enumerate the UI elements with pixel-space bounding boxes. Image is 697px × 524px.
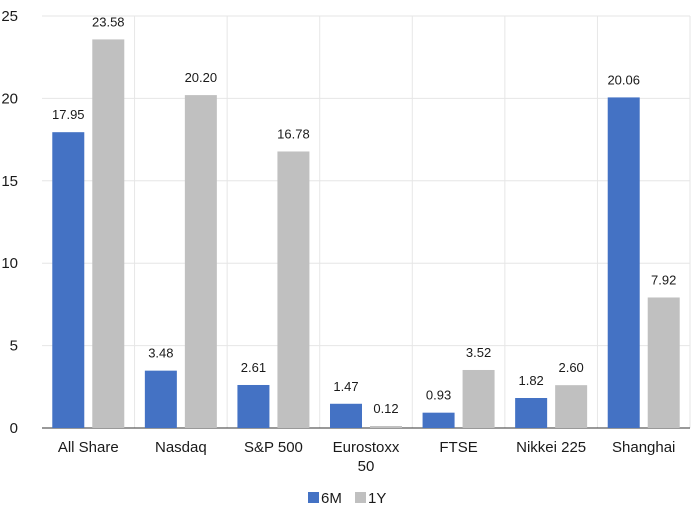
category-label: Nasdaq [155, 439, 207, 456]
bars [52, 39, 680, 429]
data-label: 3.52 [466, 345, 491, 360]
data-label: 23.58 [92, 14, 125, 29]
category-label: Nikkei 225 [516, 439, 586, 456]
data-label: 3.48 [148, 346, 173, 361]
bar-1y [555, 385, 588, 428]
bar-1y [92, 39, 125, 428]
bar-1y [462, 369, 495, 428]
y-tick-label: 20 [1, 90, 18, 107]
legend-swatch-1y [355, 492, 366, 503]
data-label: 7.92 [651, 272, 676, 287]
data-labels: 17.95 23.58 3.48 20.20 2.61 16.78 1.47 0.12 0.93… [52, 14, 676, 416]
category-label: Shanghai [612, 439, 675, 456]
category-label: FTSE [439, 439, 477, 456]
bar-1y [370, 426, 402, 428]
data-label: 1.47 [333, 379, 358, 394]
data-label: 2.61 [241, 360, 266, 375]
bar-1y [647, 297, 680, 428]
bar-6m [422, 412, 455, 428]
data-label: 1.82 [518, 373, 543, 388]
category-label: 50 [358, 458, 375, 475]
y-tick-label: 0 [10, 420, 18, 437]
legend-label-6m: 6M [321, 490, 342, 507]
category-label: S&P 500 [244, 439, 303, 456]
bar-6m [144, 370, 177, 428]
data-label: 2.60 [558, 360, 583, 375]
category-label: Eurostoxx [333, 439, 400, 456]
bar-6m [330, 403, 362, 428]
gridlines [42, 15, 691, 428]
data-label: 20.06 [607, 72, 640, 87]
bar-1y [277, 151, 310, 428]
legend: 6M 1Y [308, 490, 386, 507]
bar-6m [52, 132, 85, 428]
legend-swatch-6m [308, 492, 319, 503]
bar-1y [184, 95, 217, 428]
y-tick-label: 10 [1, 255, 18, 272]
data-label: 17.95 [52, 107, 85, 122]
y-tick-label: 15 [1, 173, 18, 190]
data-label: 0.12 [373, 401, 398, 416]
x-axis: All Share Nasdaq S&P 500 Eurostoxx 50 FTSE Nik… [58, 439, 676, 475]
bar-6m [515, 398, 548, 428]
y-tick-label: 25 [1, 8, 18, 25]
data-label: 20.20 [185, 70, 218, 85]
category-label: All Share [58, 439, 119, 456]
bar-6m [607, 97, 640, 429]
bar-6m [237, 384, 270, 428]
data-label: 0.93 [426, 388, 451, 403]
legend-label-1y: 1Y [368, 490, 386, 507]
y-tick-label: 5 [10, 338, 18, 355]
data-label: 16.78 [277, 126, 310, 141]
